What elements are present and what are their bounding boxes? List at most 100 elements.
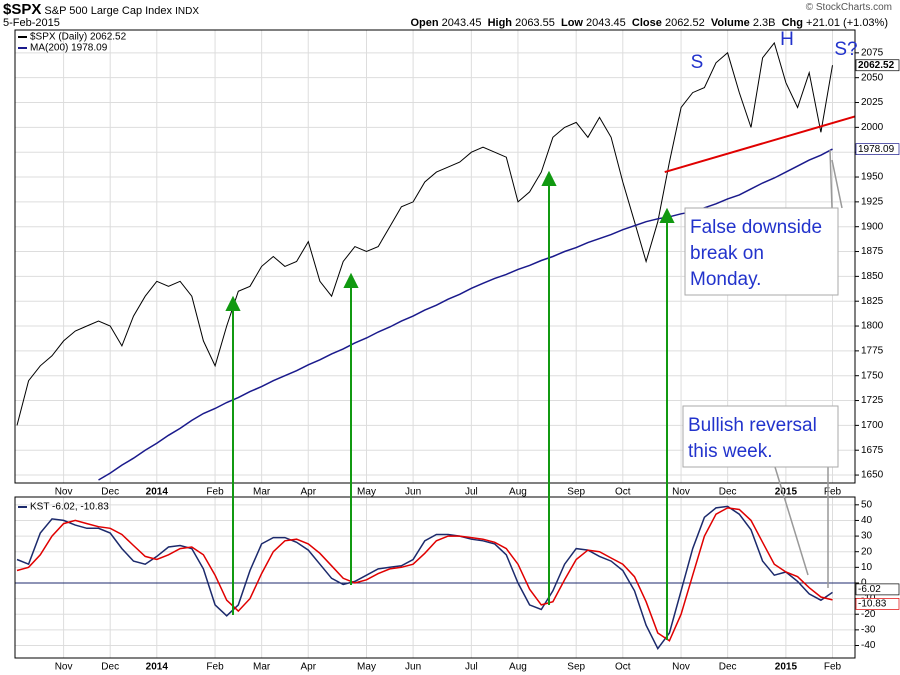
y-tick-label: 1800 [861, 321, 884, 332]
plot-frame [14, 496, 856, 659]
callout-text: Monday. [690, 269, 761, 290]
x-tick-label: 2014 [146, 662, 169, 673]
quote-label: High [487, 17, 513, 29]
y-tick-label: 1875 [861, 246, 884, 257]
plot-area [15, 497, 855, 658]
callout-text: break on [690, 243, 764, 264]
x-tick-label: Jul [465, 487, 478, 498]
y-tick-label: 1725 [861, 395, 884, 406]
index-name: S&P 500 Large Cap Index [44, 5, 173, 17]
pattern-label: S [691, 52, 704, 73]
x-tick-label: May [357, 662, 376, 673]
x-tick-label: Jun [405, 487, 421, 498]
y-tick-label: 2000 [861, 122, 884, 133]
quote-value: 2043.45 [586, 17, 626, 29]
x-tick-label: Dec [101, 662, 119, 673]
callout-box [684, 207, 839, 296]
quote-label: Open [410, 17, 439, 29]
y-tick-label: 0 [861, 578, 867, 589]
y-tick-label: 1675 [861, 445, 884, 456]
quote-label: Low [560, 17, 583, 29]
legend-text: $SPX (Daily) 2062.52 [30, 32, 127, 43]
value-label: -6.02 [858, 584, 881, 595]
callout-text: False downside [690, 217, 822, 238]
y-tick-label: 2050 [861, 72, 884, 83]
quote-value: 2.3B [752, 17, 776, 29]
x-tick-label: Nov [55, 487, 73, 498]
trendline [664, 115, 856, 174]
quote-value: 2043.45 [441, 17, 482, 29]
arrow-head [343, 272, 359, 288]
x-tick-label: Sep [567, 487, 585, 498]
x-tick-label: 2015 [775, 487, 798, 498]
callout-box [682, 405, 839, 468]
arrow-head [659, 207, 675, 223]
legend-text: KST -6.02, -10.83 [30, 502, 109, 513]
pointer [831, 159, 843, 209]
x-tick-label: 2015 [775, 662, 798, 673]
y-tick-label: 2075 [861, 47, 884, 58]
x-tick-label: Nov [672, 662, 690, 673]
x-tick-label: Aug [509, 487, 527, 498]
date: 5-Feb-2015 [3, 17, 60, 29]
x-tick-label: Oct [615, 662, 631, 673]
callout-text: this week. [688, 441, 772, 462]
x-tick-label: Mar [253, 487, 271, 498]
arrow-head [225, 295, 241, 311]
exchange: INDX [175, 6, 200, 17]
callout-text: Bullish reversal [688, 415, 817, 436]
quote-label: Chg [781, 17, 803, 29]
series-line [98, 148, 833, 481]
callout-pointers [774, 149, 843, 588]
y-tick-label: 10 [861, 562, 873, 573]
y-tick-label: 30 [861, 531, 873, 542]
x-tick-label: Feb [206, 662, 224, 673]
value-label: 1978.09 [858, 144, 895, 155]
x-tick-label: Dec [101, 487, 119, 498]
plot-frame [14, 29, 856, 484]
y-tick-label: 1850 [861, 271, 884, 282]
y-tick-label: 40 [861, 515, 873, 526]
x-tick-label: 2014 [146, 487, 169, 498]
quote-value: 2062.52 [664, 17, 705, 29]
y-tick-label: 1700 [861, 420, 884, 431]
series-line [16, 507, 833, 642]
value-box [855, 143, 900, 155]
x-tick-label: Feb [206, 487, 224, 498]
y-tick-label: 1950 [861, 172, 884, 183]
y-tick-label: 1825 [861, 296, 884, 307]
x-tick-label: Nov [672, 487, 690, 498]
y-tick-label: -30 [861, 625, 876, 636]
symbol-line: $SPX S&P 500 Large Cap Index INDX [3, 1, 199, 18]
x-tick-label: May [357, 487, 376, 498]
signal-arrows [225, 170, 675, 640]
quote-label: Volume [710, 17, 750, 29]
value-label: 2062.52 [858, 60, 895, 71]
quote-value: +21.01 (+1.03%) [806, 17, 888, 29]
source: © StockCharts.com [805, 2, 892, 13]
y-tick-label: -40 [861, 640, 876, 651]
value-box [855, 59, 900, 72]
pattern-label: S? [834, 39, 857, 60]
pattern-label: H [780, 29, 794, 50]
x-tick-label: Oct [615, 487, 631, 498]
legend-text: MA(200) 1978.09 [30, 43, 108, 54]
x-tick-label: Apr [300, 662, 316, 673]
value-box [855, 598, 900, 610]
y-tick-label: 20 [861, 546, 873, 557]
y-tick-label: -20 [861, 609, 876, 620]
value-label: -10.83 [858, 599, 887, 610]
y-tick-label: 1900 [861, 221, 884, 232]
y-tick-label: 1775 [861, 346, 884, 357]
x-tick-label: Aug [509, 662, 527, 673]
symbol: $SPX [3, 1, 42, 18]
y-tick-label: 1925 [861, 197, 884, 208]
pointer [774, 466, 809, 576]
x-tick-label: Feb [824, 487, 842, 498]
x-tick-label: Sep [567, 662, 585, 673]
x-tick-label: Mar [253, 662, 271, 673]
x-tick-label: Jul [465, 662, 478, 673]
y-tick-label: 1750 [861, 370, 884, 381]
